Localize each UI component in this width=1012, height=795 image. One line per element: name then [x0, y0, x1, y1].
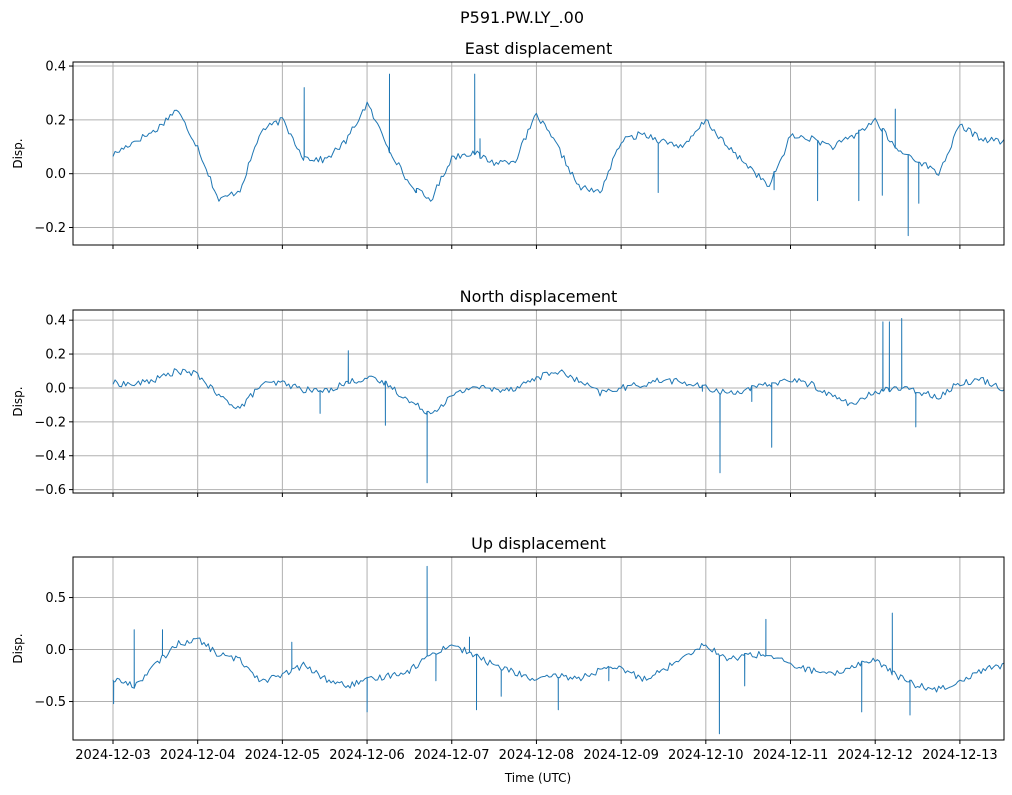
y-axis-label: Disp.: [11, 633, 25, 663]
y-axis-label: Disp.: [11, 386, 25, 416]
x-tick-label: 2024-12-05: [245, 748, 321, 763]
y-tick-label: 0.0: [45, 381, 66, 396]
panel-title: Up displacement: [471, 534, 606, 553]
displacement-trace: [112, 318, 1004, 484]
plot-frame: [72, 556, 1005, 741]
panel-title: East displacement: [465, 39, 612, 58]
x-tick-label: 2024-12-08: [499, 748, 575, 763]
y-tick-label: −0.2: [34, 221, 66, 236]
x-tick-label: 2024-12-12: [837, 748, 913, 763]
x-tick-label: 2024-12-13: [922, 748, 998, 763]
x-tick-label: 2024-12-10: [668, 748, 744, 763]
x-tick-label: 2024-12-04: [160, 748, 236, 763]
x-tick-label: 2024-12-06: [329, 748, 405, 763]
y-tick-label: −0.6: [34, 483, 66, 498]
x-tick-label: 2024-12-11: [753, 748, 829, 763]
displacement-trace: [112, 565, 1004, 735]
panel-2: −0.6 −0.4 −0.2 0.0 0.2 0.4 North displacement D…: [11, 287, 1005, 498]
y-tick-label: −0.2: [34, 415, 66, 430]
plot-frame: [72, 309, 1005, 494]
y-tick-label: 0.2: [45, 348, 66, 363]
y-tick-label: 0.4: [45, 314, 66, 329]
displacement-trace: [112, 73, 1004, 237]
y-tick-label: 0.0: [45, 643, 66, 658]
panel-1: −0.2 0.0 0.2 0.4 East displacement Disp.: [11, 39, 1005, 249]
x-tick-label: 2024-12-03: [75, 748, 151, 763]
y-tick-label: 0.0: [45, 167, 66, 182]
y-tick-label: 0.2: [45, 113, 66, 128]
x-axis-label: Time (UTC): [504, 771, 571, 785]
y-axis-label: Disp.: [11, 138, 25, 168]
y-tick-label: 0.5: [45, 591, 66, 606]
panel-title: North displacement: [460, 287, 618, 306]
x-tick-label: 2024-12-07: [414, 748, 490, 763]
y-tick-label: −0.4: [34, 449, 66, 464]
panel-3: 2024-12-03 2024-12-04 2024-12-05 2024-12-06…: [11, 534, 1005, 763]
figure-title: P591.PW.LY_.00: [460, 8, 584, 28]
x-tick-label: 2024-12-09: [583, 748, 659, 763]
y-tick-label: −0.5: [34, 695, 66, 710]
plot-frame: [72, 61, 1005, 246]
y-tick-label: 0.4: [45, 60, 66, 75]
